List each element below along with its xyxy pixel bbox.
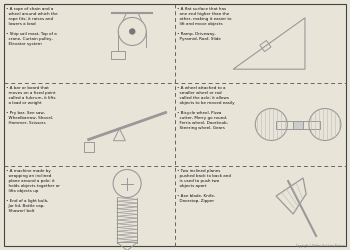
- FancyBboxPatch shape: [293, 120, 303, 128]
- Circle shape: [130, 29, 135, 34]
- Text: • A machine made by
  wrapping an inclined
  plane around a pole; it
  holds obj: • A machine made by wrapping an inclined…: [6, 169, 60, 214]
- Text: Copyright © Kitaboo Solutions Partners: Copyright © Kitaboo Solutions Partners: [296, 244, 345, 248]
- Text: • A bar or board that
  moves on a fixed point
  called a fulcrum, it lifts
  a : • A bar or board that moves on a fixed p…: [6, 86, 56, 125]
- Text: • Two inclined planes
  pushed back to back and
  is used to push two
  objects : • Two inclined planes pushed back to bac…: [177, 169, 231, 203]
- Text: • A rope of chain and a
  wheel around which the
  rope fits; it raises and
  lo: • A rope of chain and a wheel around whi…: [6, 7, 58, 46]
- Text: • A wheel attached to a
  smaller wheel or rod
  called the axle; it allows
  ob: • A wheel attached to a smaller wheel or…: [177, 86, 234, 130]
- Text: • A flat surface that has
  one end higher than the
  other, making it easier to: • A flat surface that has one end higher…: [177, 7, 231, 41]
